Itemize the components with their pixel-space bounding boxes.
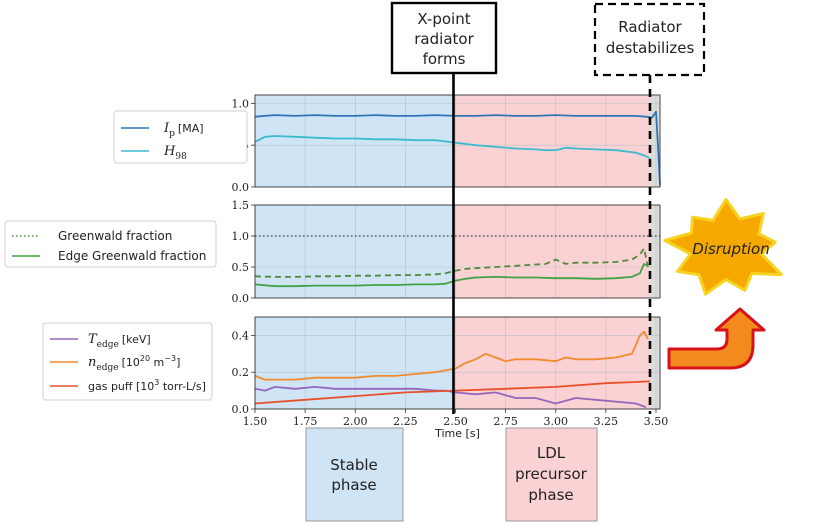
x-tick-label: 2.00 — [343, 415, 368, 428]
x-tick-label: 2.50 — [443, 415, 468, 428]
y-tick-label: 1.0 — [232, 97, 250, 110]
y-tick-label: 0.0 — [232, 403, 250, 416]
legend-panel-2 — [4, 220, 217, 268]
stable-phase-shade — [255, 205, 454, 298]
xpoint-radiator-label: forms — [423, 50, 466, 68]
stable-phase-shade — [255, 317, 454, 409]
legend-label: H98 — [163, 144, 187, 162]
panel-2: 0.0 0.5 1.0 1.5 — [232, 199, 661, 305]
x-tick-label: 2.75 — [493, 415, 518, 428]
legend-label: Edge Greenwald fraction — [58, 249, 206, 263]
y-tick-label: 0.4 — [232, 329, 250, 342]
disruption-arrow — [667, 307, 766, 370]
x-tick-label: 2.25 — [393, 415, 418, 428]
x-axis: 1.50 1.75 2.00 2.25 2.50 2.75 3.00 3.25 3.50 Time… — [243, 409, 668, 440]
legend-label: gas puff [103 torr-L/s] — [88, 378, 206, 393]
post-radiator-shade — [649, 95, 660, 187]
panel-1: 0.00.51.0 — [232, 94, 661, 194]
legend-label: Tedge [keV] — [88, 332, 151, 350]
ldl-phase-shade — [453, 317, 650, 409]
plot-panels: 0.00.51.00.00.51.01.50.00.20.4 — [232, 94, 661, 416]
ldl-phase-label: phase — [528, 486, 573, 504]
y-tick-label: 0.2 — [232, 366, 250, 379]
legend-panel-1 — [113, 110, 248, 164]
xpoint-radiator-box — [390, 1, 498, 75]
series-line — [254, 110, 661, 186]
legend-label: nedge [1020 m−3] — [88, 354, 180, 373]
series-line — [254, 247, 649, 278]
post-radiator-shade — [649, 317, 660, 409]
ldl-phase-label: precursor — [515, 465, 588, 483]
legend-label: Ip [MA] — [163, 121, 204, 139]
panel-3: 0.0 0.2 0.4 — [232, 316, 661, 416]
panel-frame — [254, 204, 661, 299]
legend-panel-3 — [42, 322, 213, 401]
x-tick-label: 3.50 — [644, 415, 669, 428]
radiator-destabilizes-label: destabilizes — [606, 39, 695, 57]
series-line — [254, 380, 651, 405]
ldl-phase-shade — [453, 95, 650, 187]
x-tick-label: 1.75 — [293, 415, 318, 428]
stable-phase-label: phase — [331, 476, 376, 494]
x-tick-label: 3.00 — [543, 415, 568, 428]
y-tick-label: 1.5 — [232, 199, 250, 212]
y-tick-label: 0.5 — [232, 261, 250, 274]
radiator-destabilizes-box — [593, 2, 706, 77]
y-tick-label: 0.0 — [232, 292, 250, 305]
panel-frame — [254, 316, 661, 410]
y-tick-label: 1.0 — [232, 230, 250, 243]
x-tick-label: 3.25 — [594, 415, 619, 428]
radiator-destabilizes-label: Radiator — [618, 18, 682, 36]
post-radiator-shade — [649, 205, 660, 298]
stable-phase-label: Stable — [330, 456, 378, 474]
series-line — [254, 135, 651, 160]
disruption-label: Disruption — [692, 240, 769, 258]
x-axis-label: Time [s] — [434, 427, 480, 440]
x-tick-label: 1.50 — [243, 415, 268, 428]
annotations: X-point radiator forms Radiator destabilizes… — [305, 1, 783, 522]
legends: Ip [MA] H98 Greenwald fraction Edge Greenwal… — [4, 110, 248, 401]
ldl-phase-box — [505, 427, 598, 522]
legend-label: Greenwald fraction — [58, 229, 172, 243]
xpoint-radiator-label: X-point — [417, 10, 470, 28]
xpoint-radiator-label: radiator — [414, 30, 474, 48]
series-line — [254, 330, 649, 381]
ldl-phase-shade — [453, 205, 650, 298]
series-line — [254, 262, 649, 288]
y-tick-label: 0.0 — [232, 181, 250, 194]
panel-frame — [254, 94, 661, 188]
ldl-phase-label: LDL — [537, 444, 566, 462]
stable-phase-box — [305, 427, 404, 522]
disruption-burst — [663, 197, 783, 296]
